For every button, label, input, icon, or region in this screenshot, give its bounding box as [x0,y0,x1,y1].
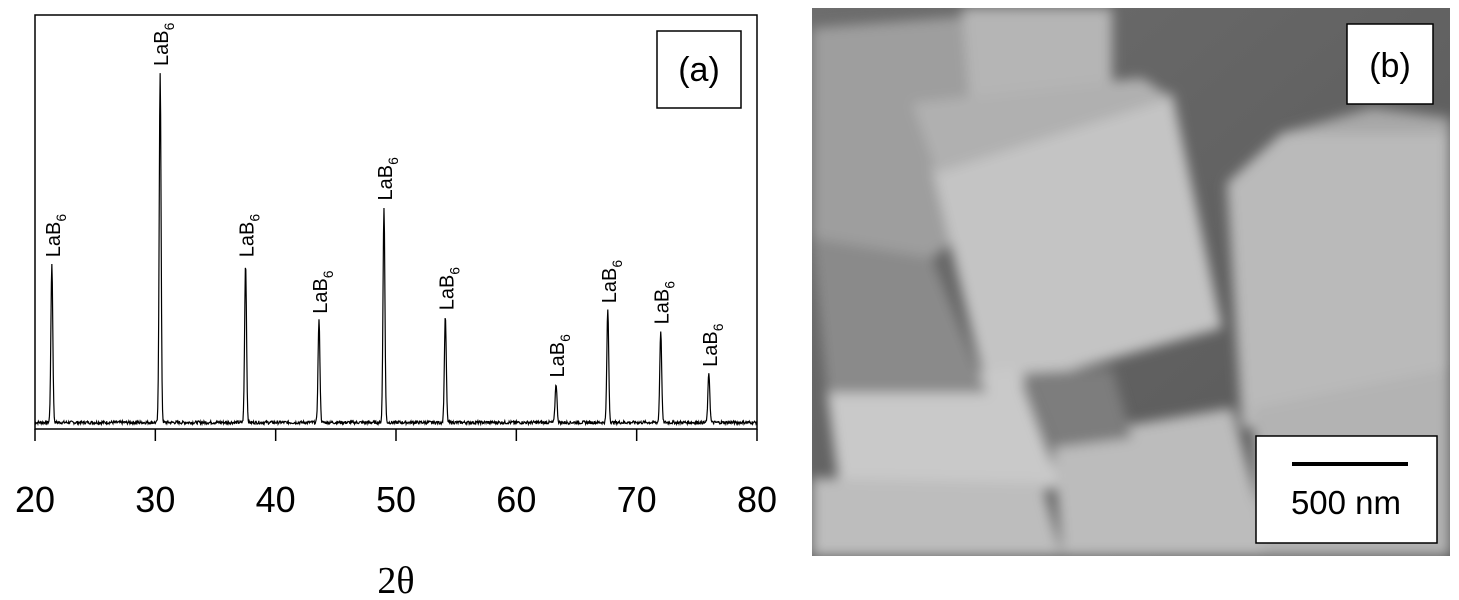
panel-label-box [1346,23,1434,105]
crystal-cube [827,368,1062,508]
plot-frame [34,14,758,430]
xrd-pattern-line [34,73,758,427]
x-tick-label: 30 [135,479,175,520]
shadow-region [1022,368,1132,448]
x-axis-ticks [34,429,758,441]
peak-labels: LaB6 LaB6 LaB6 LaB6 LaB6 LaB6 LaB6 LaB6 LaB6 LaB6 [43,22,726,377]
x-tick-label: 70 [617,479,657,520]
scale-bar-box [1255,435,1438,544]
panel-label-box [656,30,742,109]
x-axis-tick-labels: 20 30 40 50 60 70 80 [15,479,777,520]
x-axis-title: 2θ [377,560,414,600]
x-tick-label: 50 [376,479,416,520]
crystal-cube [1052,408,1272,556]
peak-label: LaB6 [547,334,573,378]
peak-label: LaB6 [436,267,462,311]
crystal-cube [1282,108,1450,133]
panel-label-a: (a) [678,51,720,89]
scale-bar-label: 500 nm [1291,484,1401,521]
peak-label: LaB6 [310,270,336,314]
x-tick-label: 40 [256,479,296,520]
x-tick-label: 60 [496,479,536,520]
x-tick-label: 80 [737,479,777,520]
peak-label: LaB6 [375,157,401,201]
peak-label: LaB6 [237,214,263,258]
shadow-region [812,238,987,393]
sem-image-panel: (b) 500 nm [812,8,1450,556]
crystal-cube [932,93,1222,393]
crystal-cube [912,78,1172,173]
xrd-chart: 20 30 40 50 60 70 80 LaB6LaB6LaB6LaB6LaB6LaB6L… [15,14,777,600]
panel-label-b: (b) [1369,47,1411,85]
peak-label: LaB6 [43,214,69,258]
peak-label: LaB6 [151,22,177,66]
crystal-cube [812,478,1062,556]
crystal-cubes [812,8,1450,556]
peak-label: LaB6 [652,281,678,325]
peak-label: LaB6 [700,323,726,367]
crystal-cube [1227,128,1450,428]
x-tick-label: 20 [15,479,55,520]
sem-micrograph: (b) 500 nm [812,8,1450,556]
peak-label: LaB6 [599,260,625,304]
